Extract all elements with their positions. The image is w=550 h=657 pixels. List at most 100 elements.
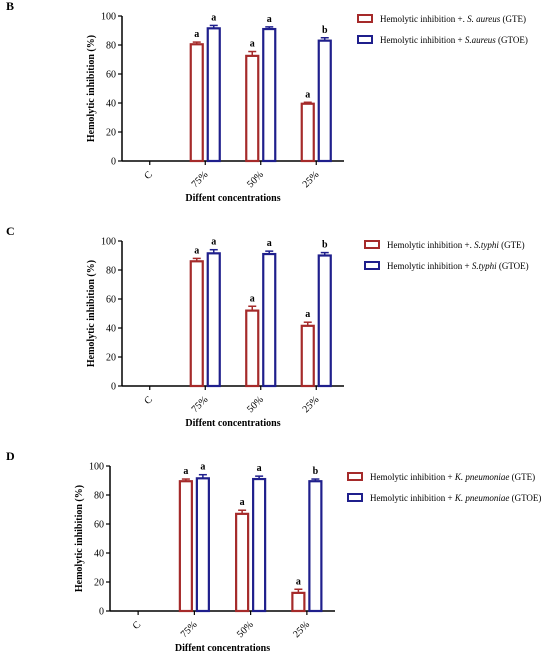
bar-gte xyxy=(245,54,260,163)
bar-gte xyxy=(300,102,315,163)
legend-label-organism: K. pneumoniae xyxy=(454,493,510,503)
x-tick-label: C xyxy=(131,619,144,632)
y-tick-label: 40 xyxy=(94,549,104,560)
legend-label-prefix: Hemolytic inhibition +. xyxy=(387,240,474,250)
significance-label: a xyxy=(267,14,272,25)
x-tick-label: 25% xyxy=(301,394,322,415)
significance-label: a xyxy=(257,463,262,474)
legend-label: Hemolytic inhibition +. S. aureus (GTE) xyxy=(380,14,526,24)
legend-label: Hemolytic inhibition + S.aureus (GTOE) xyxy=(380,35,528,45)
legend-swatch-gte xyxy=(364,240,380,249)
y-tick-label: 60 xyxy=(106,70,116,81)
y-tick-label: 80 xyxy=(106,266,116,277)
bar-gtoe xyxy=(195,477,210,613)
legend-label-suffix: (GTE) xyxy=(499,240,525,250)
y-tick-label: 0 xyxy=(111,382,116,393)
x-tick-label: 50% xyxy=(235,619,256,640)
legend-label: Hemolytic inhibition + K. pneumoniae (GT… xyxy=(370,472,535,482)
y-tick-label: 20 xyxy=(106,353,116,364)
legend-label: Hemolytic inhibition + K. pneumoniae (GT… xyxy=(370,493,541,503)
y-tick-label: 20 xyxy=(94,578,104,589)
y-tick-label: 0 xyxy=(99,607,104,618)
y-tick-label: 40 xyxy=(106,324,116,335)
legend-swatch-gte xyxy=(357,14,373,23)
legend-swatch-gtoe xyxy=(357,35,373,44)
significance-label: a xyxy=(296,576,301,587)
x-tick-label: 75% xyxy=(190,394,211,415)
legend-label-organism: S. aureus xyxy=(467,14,501,24)
y-tick-label: 40 xyxy=(106,99,116,110)
significance-label: b xyxy=(313,466,319,477)
significance-label: a xyxy=(250,39,255,50)
y-axis-title: Hemolytic inhibition (%) xyxy=(86,260,97,367)
legend-label-organism: S.typhi xyxy=(474,240,499,250)
chart-panel-b: B 0 20 40 60 80 100 Hemolytic inhibition (%) C 75… xyxy=(6,0,528,204)
legend-swatch-gte xyxy=(347,472,363,481)
y-tick-label: 80 xyxy=(94,491,104,502)
chart-panel-d: D 0 20 40 60 80 100 Hemolytic inhibition (%) C 75… xyxy=(6,449,541,654)
legend-label: Hemolytic inhibition +. S.typhi (GTE) xyxy=(387,240,525,250)
legend-label-prefix: Hemolytic inhibition + xyxy=(370,472,455,482)
significance-label: a xyxy=(200,462,205,473)
significance-label: a xyxy=(211,237,216,248)
y-tick-label: 100 xyxy=(101,237,116,248)
legend-label-prefix: Hemolytic inhibition + xyxy=(387,261,472,271)
bar-gte xyxy=(245,309,260,388)
x-axis-title: Diffent concentrations xyxy=(185,193,280,204)
y-tick-label: 20 xyxy=(106,128,116,139)
significance-label: a xyxy=(194,245,199,256)
bar-gtoe xyxy=(206,27,221,163)
legend-label-suffix: (GTOE) xyxy=(509,493,541,503)
bar-gte xyxy=(178,480,193,613)
y-tick-label: 60 xyxy=(94,520,104,531)
x-tick-label: C xyxy=(142,169,155,182)
y-axis-title: Hemolytic inhibition (%) xyxy=(86,35,97,142)
legend-label-prefix: Hemolytic inhibition +. xyxy=(380,14,467,24)
bar-gtoe xyxy=(262,252,277,388)
legend-label-suffix: (GTE) xyxy=(509,472,535,482)
bar-gte xyxy=(189,43,204,163)
legend-label-suffix: (GTE) xyxy=(500,14,526,24)
panel-label: C xyxy=(6,224,15,238)
x-tick-label: 25% xyxy=(291,619,312,640)
legend-label-organism: S.aureus xyxy=(465,35,496,45)
legend-label-organism: K. pneumoniae xyxy=(454,472,510,482)
y-tick-label: 80 xyxy=(106,41,116,52)
x-tick-label: 25% xyxy=(301,169,322,190)
x-axis-title: Diffent concentrations xyxy=(175,643,270,654)
x-tick-label: 50% xyxy=(245,169,266,190)
significance-label: a xyxy=(211,12,216,23)
y-tick-label: 0 xyxy=(111,157,116,168)
bar-gtoe xyxy=(317,254,332,388)
significance-label: b xyxy=(322,25,328,36)
bar-gtoe xyxy=(317,39,332,163)
legend-label-prefix: Hemolytic inhibition + xyxy=(370,493,455,503)
bar-gte xyxy=(235,512,250,613)
x-tick-label: C xyxy=(142,394,155,407)
panel-label: B xyxy=(6,0,14,13)
significance-label: a xyxy=(305,309,310,320)
significance-label: a xyxy=(305,89,310,100)
significance-label: a xyxy=(240,497,245,508)
legend-label: Hemolytic inhibition + S.typhi (GTOE) xyxy=(387,261,529,271)
bar-gte xyxy=(189,260,204,388)
legend-swatch-gtoe xyxy=(347,493,363,502)
y-tick-label: 60 xyxy=(106,295,116,306)
legend-swatch-gtoe xyxy=(364,261,380,270)
x-axis-title: Diffent concentrations xyxy=(185,418,280,429)
x-tick-label: 75% xyxy=(190,169,211,190)
panel-label: D xyxy=(6,449,15,463)
bar-gte xyxy=(291,591,306,613)
bar-gtoe xyxy=(262,27,277,163)
legend-label-suffix: (GTOE) xyxy=(496,35,528,45)
x-tick-label: 75% xyxy=(179,619,200,640)
bar-gte xyxy=(300,324,315,388)
significance-label: a xyxy=(194,29,199,40)
x-tick-label: 50% xyxy=(245,394,266,415)
legend-label-organism: S.typhi xyxy=(472,261,497,271)
bar-gtoe xyxy=(308,480,323,613)
y-tick-label: 100 xyxy=(89,462,104,473)
significance-label: a xyxy=(183,466,188,477)
